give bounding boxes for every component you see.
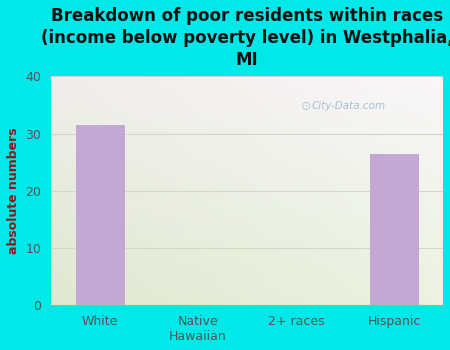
Y-axis label: absolute numbers: absolute numbers [7, 128, 20, 254]
Text: ⊙: ⊙ [301, 100, 311, 113]
Text: City-Data.com: City-Data.com [312, 101, 386, 111]
Bar [369, 154, 419, 305]
Title: Breakdown of poor residents within races
(income below poverty level) in Westpha: Breakdown of poor residents within races… [41, 7, 450, 69]
Bar [76, 125, 125, 305]
